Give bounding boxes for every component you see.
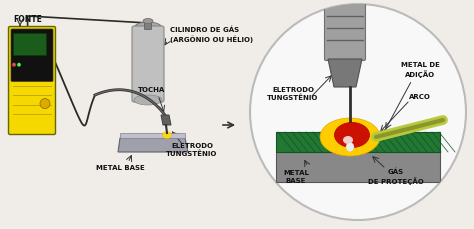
FancyBboxPatch shape xyxy=(9,27,55,134)
Circle shape xyxy=(17,63,21,67)
Text: FONTE: FONTE xyxy=(13,16,42,25)
Ellipse shape xyxy=(335,123,370,147)
Ellipse shape xyxy=(343,136,353,144)
Polygon shape xyxy=(161,115,171,125)
Text: CILINDRO DE GÁS
(ARGÔNIO OU HÉLIO): CILINDRO DE GÁS (ARGÔNIO OU HÉLIO) xyxy=(170,27,253,43)
FancyBboxPatch shape xyxy=(276,132,440,152)
Ellipse shape xyxy=(163,131,172,139)
FancyBboxPatch shape xyxy=(11,29,53,81)
Text: GÁS
DE PROTEÇÃO: GÁS DE PROTEÇÃO xyxy=(368,169,424,185)
FancyBboxPatch shape xyxy=(276,152,440,182)
FancyBboxPatch shape xyxy=(13,33,46,55)
Circle shape xyxy=(250,4,466,220)
Circle shape xyxy=(40,99,50,109)
Text: TOCHA: TOCHA xyxy=(138,87,165,93)
FancyBboxPatch shape xyxy=(132,26,164,102)
Text: ELETRODO
TUNGSTÊNIO: ELETRODO TUNGSTÊNIO xyxy=(267,87,319,101)
Ellipse shape xyxy=(134,95,162,105)
Text: METAL
BASE: METAL BASE xyxy=(283,170,309,184)
Text: ARCO: ARCO xyxy=(409,94,431,100)
Polygon shape xyxy=(118,138,188,152)
Ellipse shape xyxy=(320,118,380,156)
Ellipse shape xyxy=(346,142,354,152)
Circle shape xyxy=(12,63,16,67)
Polygon shape xyxy=(328,59,362,87)
Ellipse shape xyxy=(134,22,162,34)
Text: METAL DE
ADIÇÃO: METAL DE ADIÇÃO xyxy=(401,62,439,78)
FancyBboxPatch shape xyxy=(325,3,365,60)
Text: ELETRODO
TUNGSTÊNIO: ELETRODO TUNGSTÊNIO xyxy=(166,143,218,157)
Ellipse shape xyxy=(143,19,153,24)
Polygon shape xyxy=(120,133,185,138)
FancyBboxPatch shape xyxy=(145,19,152,30)
Text: METAL BASE: METAL BASE xyxy=(96,165,145,171)
